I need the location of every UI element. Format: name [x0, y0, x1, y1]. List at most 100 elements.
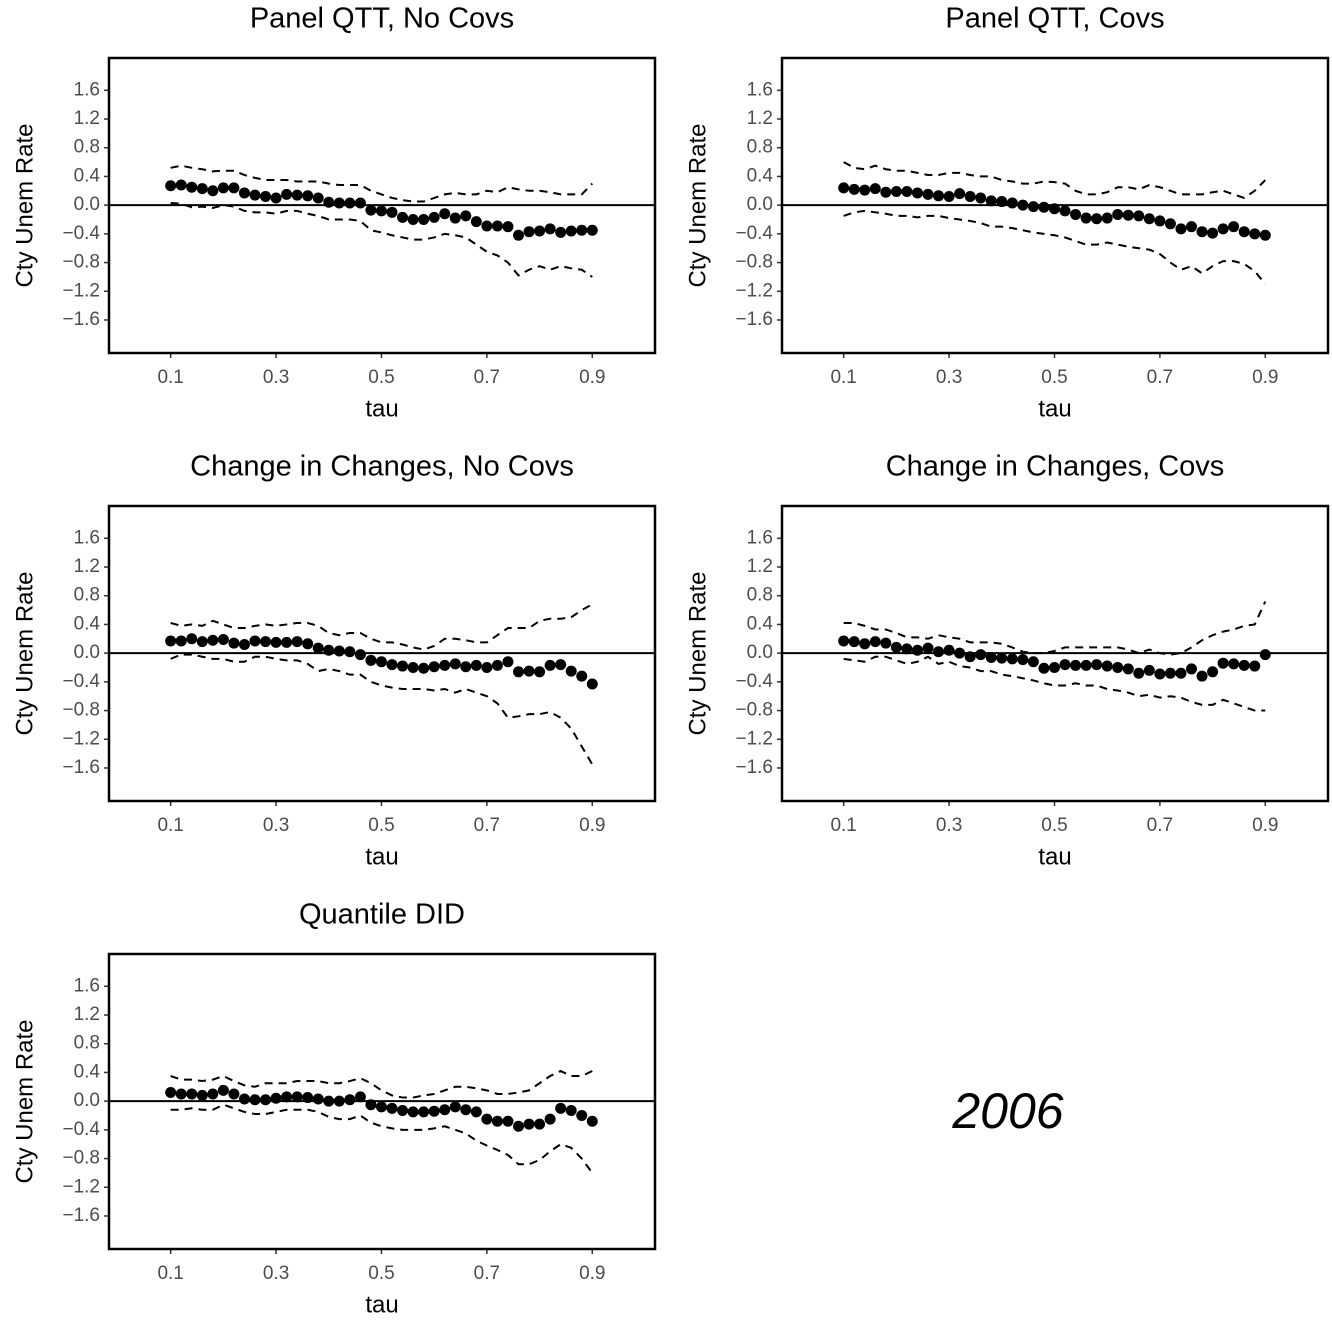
estimate-point [344, 197, 356, 209]
estimate-point [249, 635, 261, 647]
y-tick-label: 0.0 [747, 642, 773, 663]
y-tick-label: −0.4 [62, 223, 100, 244]
estimate-point [238, 1093, 250, 1105]
confidence-bound [843, 161, 1266, 200]
y-tick-label: 0.4 [74, 165, 101, 186]
estimate-point [207, 634, 219, 646]
estimate-point [439, 208, 451, 220]
estimate-point [1122, 663, 1134, 675]
estimate-point [1070, 659, 1082, 671]
y-tick-label: 0.4 [747, 165, 774, 186]
estimate-point [1091, 213, 1103, 225]
estimate-point [565, 225, 577, 237]
x-tick-label: 0.7 [474, 367, 500, 388]
y-tick-label: −1.2 [735, 280, 773, 301]
panel-title: Panel QTT, Covs [945, 3, 1164, 35]
y-tick-label: 0.8 [747, 585, 773, 606]
x-tick-label: 0.7 [474, 1263, 500, 1284]
estimate-point [1133, 667, 1145, 679]
estimate-point [375, 1101, 387, 1113]
estimate-point [513, 666, 524, 678]
x-tick-label: 0.1 [157, 815, 183, 836]
confidence-bound [170, 603, 593, 651]
estimate-point [291, 189, 303, 201]
x-tick-label: 0.3 [263, 815, 289, 836]
x-tick-label: 0.3 [936, 367, 962, 388]
y-axis-label: Cty Unem Rate [684, 571, 711, 735]
estimate-point [964, 651, 976, 663]
estimate-point [1228, 658, 1240, 670]
y-tick-label: 0.4 [74, 1061, 101, 1082]
estimate-point [302, 1092, 314, 1104]
estimate-point [1207, 227, 1219, 239]
estimate-point [1080, 659, 1092, 671]
estimate-point [196, 183, 208, 195]
estimate-point [491, 220, 503, 232]
x-tick-label: 0.3 [263, 367, 289, 388]
estimate-point [407, 213, 419, 225]
x-tick-label: 0.1 [157, 1263, 183, 1284]
estimate-point [1175, 667, 1187, 679]
y-tick-label: 1.6 [74, 79, 100, 100]
estimate-point [1154, 668, 1166, 680]
estimate-point [449, 658, 461, 670]
estimate-point [502, 1115, 514, 1127]
x-axis-label: tau [365, 395, 398, 422]
y-tick-label: −1.6 [735, 309, 773, 330]
estimate-point [502, 656, 514, 668]
estimate-point [576, 224, 588, 236]
estimate-point [439, 1104, 451, 1116]
plot-frame [107, 56, 657, 355]
estimate-point [238, 639, 250, 651]
estimate-point [470, 216, 482, 228]
estimate-point [586, 1115, 598, 1127]
estimate-point [281, 188, 293, 200]
estimate-point [1048, 661, 1060, 673]
estimate-point [565, 665, 577, 677]
y-tick-label: −1.6 [735, 757, 773, 778]
x-axis-label: tau [1038, 843, 1071, 870]
y-tick-label: 1.6 [74, 527, 100, 548]
y-tick-label: −1.6 [62, 1205, 100, 1226]
estimate-point [428, 211, 440, 223]
estimate-point [1091, 659, 1103, 671]
estimate-point [523, 1118, 535, 1130]
estimate-point [165, 180, 177, 192]
confidence-bound [170, 164, 593, 203]
estimate-point [186, 633, 198, 645]
estimate-point [555, 226, 567, 238]
estimate-point [165, 1087, 177, 1099]
estimate-point [1217, 223, 1229, 235]
estimate-point [890, 186, 902, 198]
plot-frame [780, 504, 1330, 803]
x-tick-label: 0.9 [579, 367, 605, 388]
estimate-point [217, 1084, 229, 1096]
estimate-point [996, 652, 1008, 664]
plot-frame [780, 56, 1330, 355]
confidence-bound [843, 209, 1267, 285]
estimate-point [1175, 223, 1187, 235]
y-tick-label: 0.8 [74, 137, 100, 158]
estimate-point [281, 636, 293, 648]
estimate-point [397, 660, 409, 672]
estimate-point [323, 196, 335, 208]
estimate-point [1249, 228, 1261, 240]
estimate-point [1259, 649, 1271, 661]
confidence-bound [170, 201, 593, 278]
estimate-point [333, 197, 345, 209]
estimate-point [418, 213, 430, 225]
estimate-point [491, 1115, 503, 1127]
y-tick-label: −1.2 [62, 280, 100, 301]
estimate-point [270, 636, 282, 648]
y-tick-label: 1.2 [747, 556, 773, 577]
estimate-point [375, 656, 387, 668]
estimate-point [228, 182, 240, 194]
estimate-point [954, 188, 966, 200]
year-annotation: 2006 [951, 1083, 1063, 1139]
estimate-point [354, 197, 366, 209]
estimate-point [354, 649, 366, 661]
confidence-bound [843, 655, 1266, 712]
estimate-point [365, 204, 377, 216]
estimate-point [859, 184, 871, 196]
estimate-point [1186, 663, 1197, 675]
